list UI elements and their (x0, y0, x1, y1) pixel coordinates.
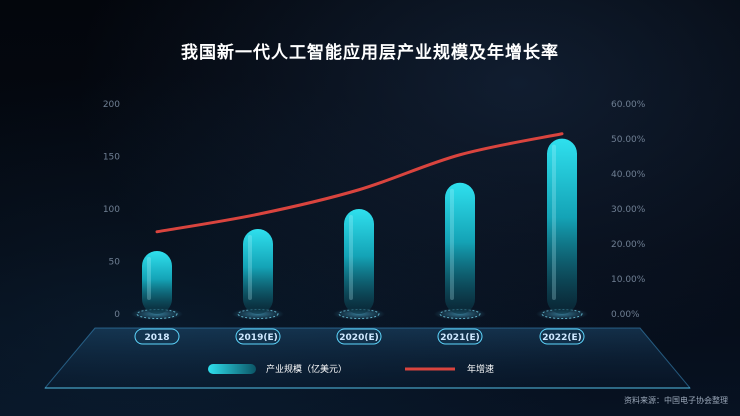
right-tick-label: 40.00% (611, 170, 646, 180)
right-tick-label: 60.00% (611, 100, 646, 110)
bar (142, 251, 172, 314)
bar-highlight (450, 188, 454, 300)
category-label: 2018 (144, 333, 169, 343)
legend-bar-label: 产业规模（亿美元） (266, 363, 347, 375)
line-series (155, 132, 564, 234)
chart-title: 我国新一代人工智能应用层产业规模及年增长率 (181, 43, 559, 63)
bar (344, 209, 374, 314)
bar-highlight (349, 215, 353, 300)
bar-highlight (147, 257, 151, 300)
right-tick-label: 50.00% (611, 135, 646, 145)
left-axis-ticks: 0 50 100 150 200 (103, 100, 120, 320)
bar (547, 138, 577, 314)
category-pill (437, 328, 483, 345)
category-pill (539, 328, 585, 345)
source-note: 资料来源：中国电子协会整理 (624, 396, 728, 405)
left-tick-label: 150 (103, 153, 120, 163)
bar-highlight (552, 144, 556, 300)
category-label: 2021(E) (440, 333, 479, 343)
bar-highlight (248, 234, 252, 300)
category-pill (134, 328, 180, 345)
right-tick-label: 30.00% (611, 205, 646, 215)
left-tick-label: 0 (114, 310, 120, 320)
category-pill (235, 328, 281, 345)
bar-base-ring (439, 309, 481, 319)
bar (243, 228, 273, 314)
category-label: 2019(E) (238, 333, 277, 343)
bar-base-ring (136, 309, 178, 319)
left-tick-label: 50 (109, 258, 121, 268)
bar-series (131, 138, 588, 320)
bar-base-ring (541, 309, 583, 319)
category-labels: 2018 2019(E) 2020(E) 2021(E) 2022(E) (134, 328, 585, 345)
right-tick-label: 20.00% (611, 240, 646, 250)
category-label: 2022(E) (542, 333, 581, 343)
right-axis-ticks: 0.00% 10.00% 20.00% 30.00% 40.00% 50.00% 60.00… (611, 100, 646, 320)
legend: 产业规模（亿美元） 年增速 (208, 363, 494, 375)
category-label: 2020(E) (339, 333, 378, 343)
right-tick-label: 0.00% (611, 310, 640, 320)
left-tick-label: 200 (103, 100, 120, 110)
legend-line-label: 年增速 (467, 363, 494, 375)
legend-bar-swatch (208, 364, 256, 374)
left-tick-label: 100 (103, 205, 120, 215)
right-tick-label: 10.00% (611, 275, 646, 285)
bar-base-ring (237, 309, 279, 319)
bar (445, 182, 475, 314)
growth-line (155, 132, 564, 234)
bar-base-ring (338, 309, 380, 319)
category-pill (336, 328, 382, 345)
